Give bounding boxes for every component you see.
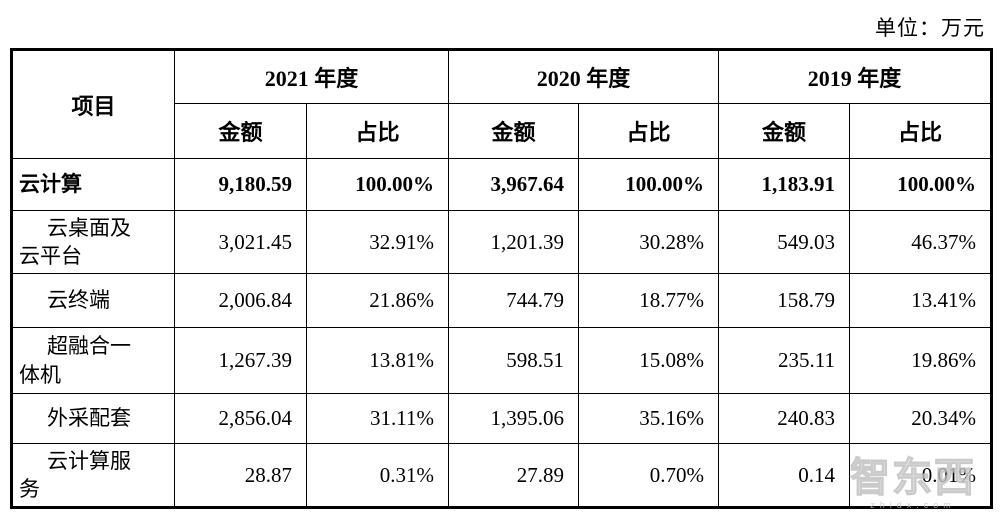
column-header-2021: 2021 年度 — [173, 49, 450, 104]
revenue-table: 项目 2021 年度 2020 年度 2019 年度 金额 占比 金额 占比 金… — [10, 48, 994, 509]
row-label: 云计算服 务 — [11, 443, 175, 508]
cell-ratio-2021: 100.00% — [305, 158, 450, 211]
cell-amount-2019: 549.03 — [718, 210, 851, 274]
cell-amount-2020: 598.51 — [448, 327, 580, 394]
cell-amount-2021: 1,267.39 — [174, 327, 307, 394]
cell-amount-2019: 1,183.91 — [718, 158, 851, 211]
table-row-outsourced-accessories: 外采配套 2,856.04 31.11% 1,395.06 35.16% 240… — [11, 393, 993, 444]
cell-amount-2019: 235.11 — [718, 327, 851, 394]
cell-amount-2020: 27.89 — [448, 443, 580, 508]
cell-ratio-2019: 13.41% — [849, 273, 993, 328]
cell-ratio-2020: 18.77% — [578, 273, 720, 328]
row-label: 超融合一 体机 — [11, 327, 175, 394]
cell-amount-2021: 3,021.45 — [174, 210, 307, 274]
unit-label: 单位：万元 — [875, 16, 985, 40]
row-label: 云终端 — [11, 273, 175, 328]
row-label: 云计算 — [11, 158, 175, 211]
cell-amount-2020: 1,395.06 — [448, 393, 580, 444]
column-header-2019: 2019 年度 — [718, 49, 993, 104]
cell-ratio-2019: 100.00% — [849, 158, 993, 211]
cell-ratio-2020: 100.00% — [578, 158, 720, 211]
cell-ratio-2020: 0.70% — [578, 443, 720, 508]
cell-ratio-2020: 35.16% — [578, 393, 720, 444]
subheader-amount-2019: 金额 — [718, 103, 851, 159]
row-label: 外采配套 — [11, 393, 175, 444]
cell-ratio-2019: 46.37% — [849, 210, 993, 274]
cell-ratio-2019: 0.01% — [849, 443, 993, 508]
cell-amount-2019: 158.79 — [718, 273, 851, 328]
table-row-cloud-computing-services: 云计算服 务 28.87 0.31% 27.89 0.70% 0.14 0.01… — [11, 443, 993, 508]
cell-ratio-2021: 0.31% — [305, 443, 450, 508]
subheader-amount-2020: 金额 — [448, 103, 580, 159]
cell-ratio-2020: 30.28% — [578, 210, 720, 274]
cell-amount-2021: 28.87 — [174, 443, 307, 508]
subheader-ratio-2020: 占比 — [578, 103, 720, 159]
cell-amount-2020: 1,201.39 — [448, 210, 580, 274]
cell-ratio-2021: 32.91% — [305, 210, 450, 274]
cell-ratio-2020: 15.08% — [578, 327, 720, 394]
cell-amount-2019: 240.83 — [718, 393, 851, 444]
cell-amount-2021: 2,006.84 — [174, 273, 307, 328]
header-row-years: 项目 2021 年度 2020 年度 2019 年度 — [11, 49, 993, 159]
cell-amount-2020: 3,967.64 — [448, 158, 580, 211]
row-label: 云桌面及 云平台 — [11, 210, 175, 274]
column-header-item: 项目 — [11, 49, 175, 159]
cell-ratio-2019: 19.86% — [849, 327, 993, 394]
column-header-2020: 2020 年度 — [448, 49, 720, 104]
table-row-cloud-desktop-platform: 云桌面及 云平台 3,021.45 32.91% 1,201.39 30.28%… — [11, 210, 993, 274]
cell-ratio-2021: 13.81% — [305, 327, 450, 394]
cell-ratio-2019: 20.34% — [849, 393, 993, 444]
cell-amount-2020: 744.79 — [448, 273, 580, 328]
subheader-ratio-2021: 占比 — [305, 103, 450, 159]
table-row-cloud-terminal: 云终端 2,006.84 21.86% 744.79 18.77% 158.79… — [11, 273, 993, 328]
cell-ratio-2021: 31.11% — [305, 393, 450, 444]
subheader-amount-2021: 金额 — [174, 103, 307, 159]
cell-amount-2019: 0.14 — [718, 443, 851, 508]
table-row-cloud-computing-total: 云计算 9,180.59 100.00% 3,967.64 100.00% 1,… — [11, 158, 993, 211]
table-row-hyperconverged-appliance: 超融合一 体机 1,267.39 13.81% 598.51 15.08% 23… — [11, 327, 993, 394]
cell-amount-2021: 2,856.04 — [174, 393, 307, 444]
cell-ratio-2021: 21.86% — [305, 273, 450, 328]
subheader-ratio-2019: 占比 — [849, 103, 993, 159]
cell-amount-2021: 9,180.59 — [174, 158, 307, 211]
